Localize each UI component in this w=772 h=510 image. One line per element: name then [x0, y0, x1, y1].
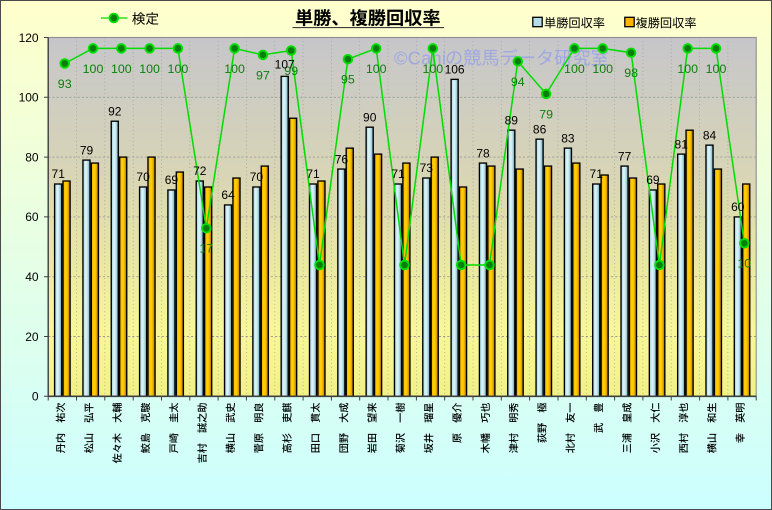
svg-text:64: 64 — [221, 188, 235, 202]
svg-text:92: 92 — [108, 104, 122, 118]
svg-text:60: 60 — [25, 210, 39, 224]
svg-text:100: 100 — [139, 62, 160, 76]
svg-text:98: 98 — [624, 66, 638, 80]
svg-text:83: 83 — [561, 131, 575, 145]
svg-text:71: 71 — [391, 167, 405, 181]
svg-text:71: 71 — [590, 167, 604, 181]
svg-text:69: 69 — [646, 173, 660, 187]
svg-text:10: 10 — [737, 257, 751, 271]
svg-text:100: 100 — [83, 62, 104, 76]
svg-text:79: 79 — [539, 107, 553, 121]
svg-text:106: 106 — [445, 63, 465, 77]
svg-text:17: 17 — [199, 242, 213, 256]
svg-text:89: 89 — [505, 113, 519, 127]
svg-text:94: 94 — [511, 75, 525, 89]
svg-text:81: 81 — [675, 137, 689, 151]
svg-text:84: 84 — [703, 128, 717, 142]
svg-text:100: 100 — [224, 62, 245, 76]
svg-text:100: 100 — [677, 62, 698, 76]
svg-text:60: 60 — [731, 200, 745, 214]
svg-text:100: 100 — [19, 91, 39, 105]
svg-text:120: 120 — [19, 31, 39, 45]
svg-text:100: 100 — [111, 62, 132, 76]
svg-text:40: 40 — [25, 270, 39, 284]
svg-text:93: 93 — [58, 77, 72, 91]
svg-text:69: 69 — [165, 173, 179, 187]
svg-text:72: 72 — [193, 164, 207, 178]
svg-text:100: 100 — [706, 62, 727, 76]
svg-text:100: 100 — [564, 62, 585, 76]
svg-text:70: 70 — [250, 170, 264, 184]
svg-text:86: 86 — [533, 122, 547, 136]
svg-text:107: 107 — [275, 57, 295, 71]
svg-text:97: 97 — [256, 68, 270, 82]
svg-text:100: 100 — [168, 62, 189, 76]
svg-text:20: 20 — [25, 330, 39, 344]
svg-text:100: 100 — [422, 62, 443, 76]
svg-text:0: 0 — [32, 390, 39, 404]
svg-text:80: 80 — [25, 150, 39, 164]
svg-text:100: 100 — [366, 62, 387, 76]
svg-text:95: 95 — [341, 73, 355, 87]
svg-text:76: 76 — [335, 152, 349, 166]
svg-text:78: 78 — [476, 146, 490, 160]
svg-text:73: 73 — [420, 161, 434, 175]
svg-text:99: 99 — [284, 64, 298, 78]
svg-text:79: 79 — [80, 143, 94, 157]
svg-text:90: 90 — [363, 110, 377, 124]
svg-text:71: 71 — [52, 167, 66, 181]
svg-text:100: 100 — [592, 62, 613, 76]
svg-text:71: 71 — [306, 167, 320, 181]
svg-text:70: 70 — [136, 170, 150, 184]
svg-text:77: 77 — [618, 149, 632, 163]
